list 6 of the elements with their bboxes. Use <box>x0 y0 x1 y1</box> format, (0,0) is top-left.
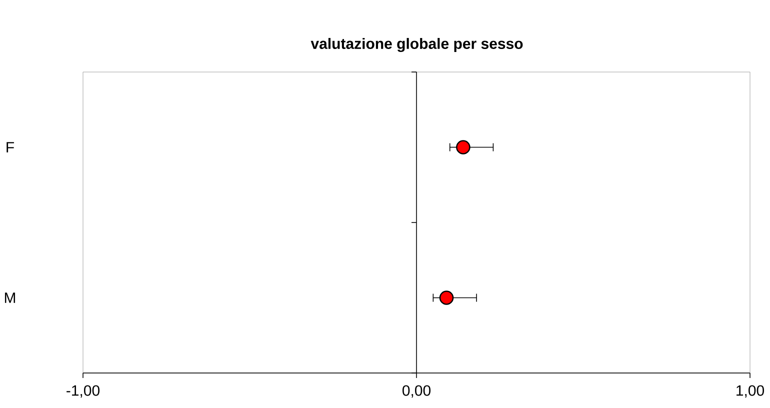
x-tick-label: 1,00 <box>736 385 764 398</box>
x-tick-label: 0,00 <box>402 385 431 398</box>
y-tick-label: F <box>6 142 14 152</box>
chart-title: valutazione globale per sesso <box>310 38 523 52</box>
x-tick-label: -1,00 <box>66 385 100 398</box>
y-tick-label: M <box>4 292 16 303</box>
